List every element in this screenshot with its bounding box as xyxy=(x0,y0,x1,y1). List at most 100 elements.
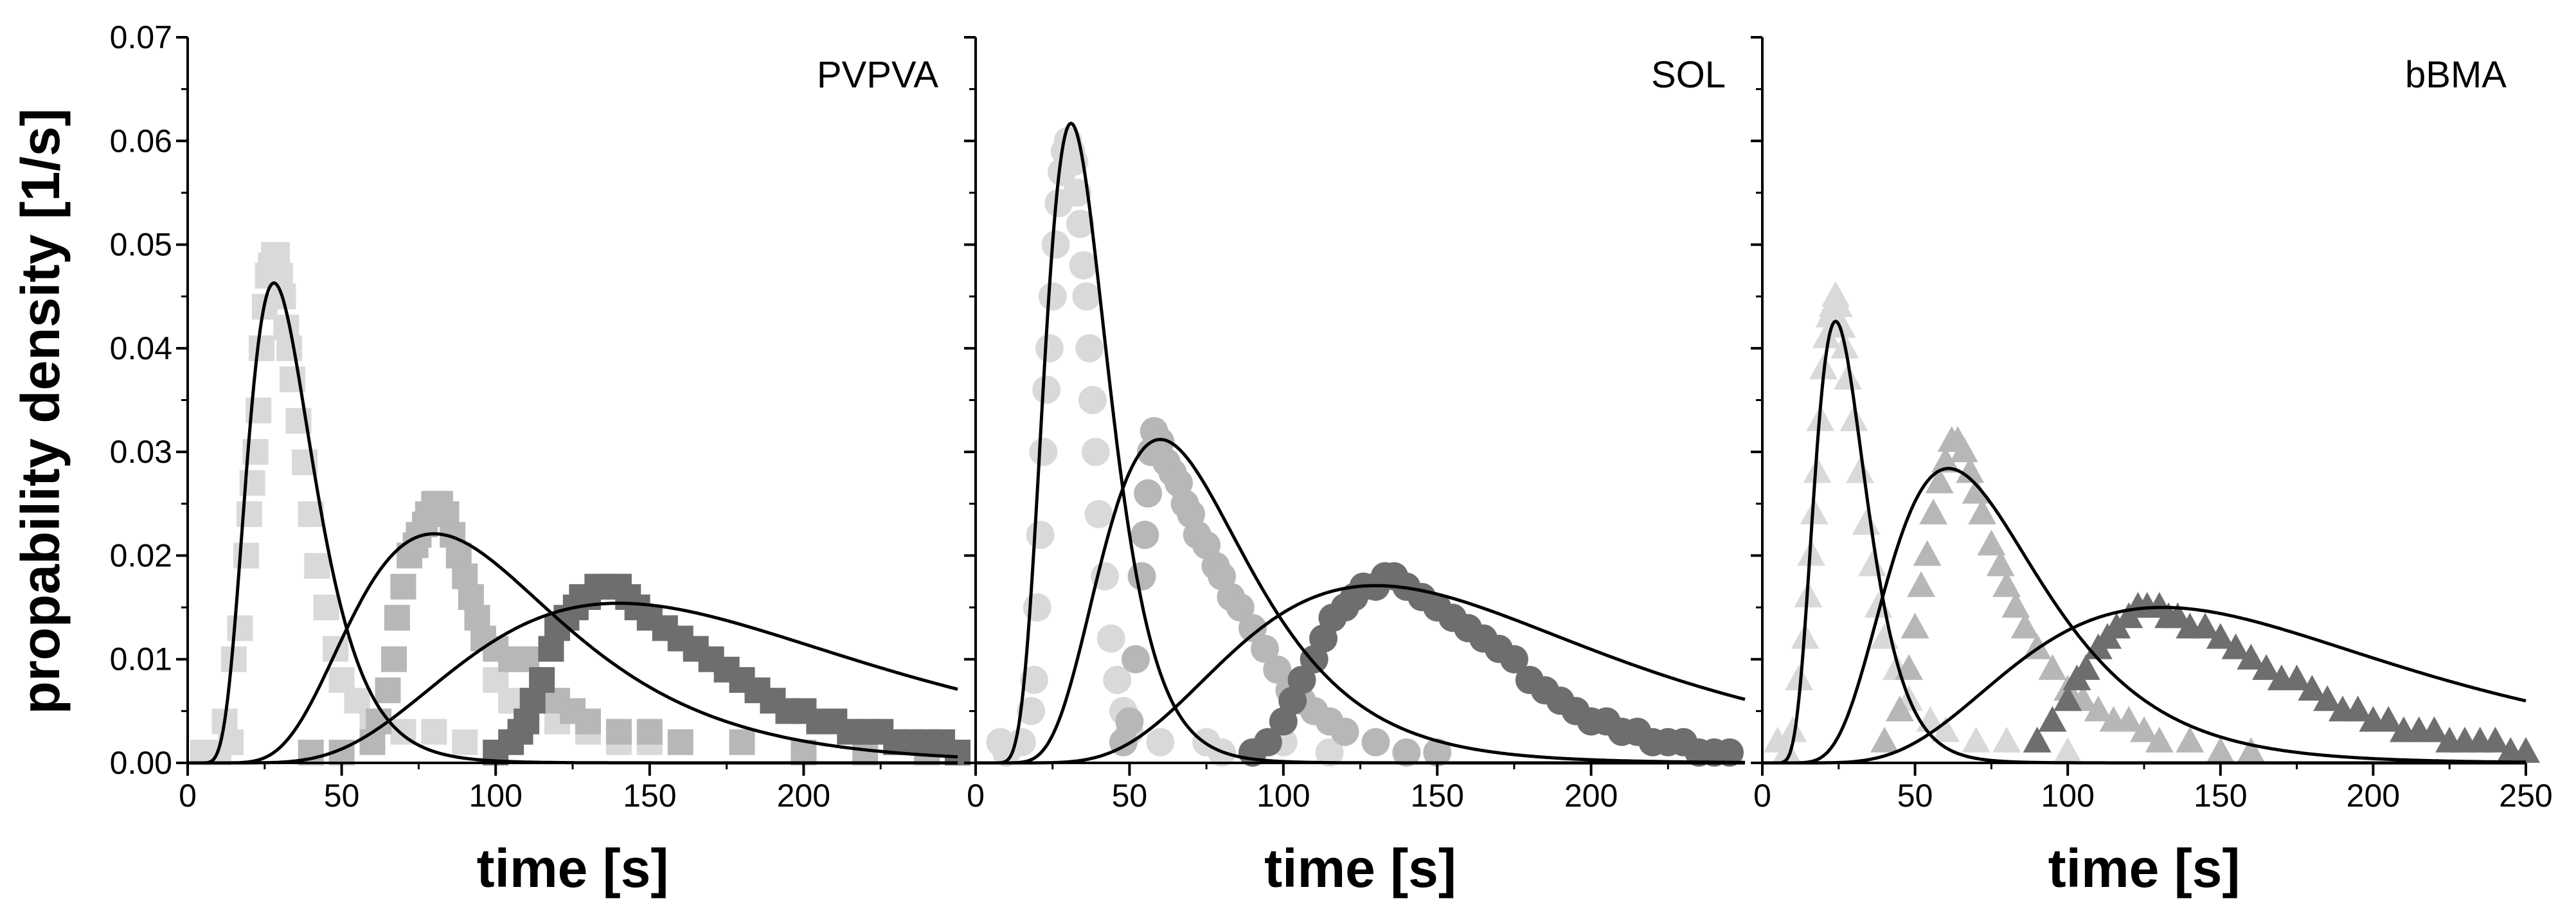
fit-curve-2 xyxy=(976,438,1746,765)
data-point xyxy=(1131,521,1159,550)
x-tick-label: 150 xyxy=(1410,778,1463,814)
x-tick-label: 50 xyxy=(1112,778,1148,814)
data-point xyxy=(1081,438,1110,467)
y-tick-label: 0.04 xyxy=(110,330,172,366)
y-tick-label: 0.03 xyxy=(110,434,172,470)
panel-title: SOL xyxy=(1651,54,1726,96)
y-tick-label: 0.01 xyxy=(110,641,172,677)
data-point xyxy=(2176,726,2205,753)
data-point xyxy=(1962,478,1990,504)
data-point xyxy=(2084,695,2113,722)
data-point xyxy=(1870,726,1899,753)
data-point xyxy=(2481,726,2510,753)
data-point xyxy=(1968,498,1997,524)
data-point xyxy=(2145,726,2174,753)
fit-curve-2 xyxy=(1762,467,2526,765)
data-point xyxy=(1827,312,1856,338)
y-tick-label: 0.00 xyxy=(110,745,172,781)
x-tick-label: 0 xyxy=(967,778,985,814)
data-point xyxy=(1115,707,1144,736)
data-point xyxy=(1858,550,1887,577)
fit-curve-3 xyxy=(1762,605,2527,765)
data-point xyxy=(2038,706,2067,732)
data-point xyxy=(1063,178,1092,207)
data-point xyxy=(2071,654,2100,680)
data-point xyxy=(1330,717,1359,746)
x-tick-label: 200 xyxy=(2347,778,2400,814)
y-tick-label: 0.05 xyxy=(110,227,172,263)
data-point xyxy=(2053,685,2082,711)
data-point xyxy=(1032,375,1061,404)
data-point xyxy=(2191,612,2220,639)
plot-area: 0 50 100 150 200 time [s] PVPVA 0 50 100 150 200 tim… xyxy=(110,19,2553,899)
data-point xyxy=(384,605,410,631)
data-point xyxy=(2206,623,2235,649)
data-point xyxy=(381,646,407,672)
data-point xyxy=(2206,737,2235,763)
data-point xyxy=(2252,654,2281,680)
data-point xyxy=(1919,498,1948,524)
data-point xyxy=(2343,695,2372,722)
data-point xyxy=(1078,386,1107,415)
data-point xyxy=(2023,726,2052,753)
data-point xyxy=(529,666,555,693)
data-point xyxy=(1315,738,1344,767)
data-point xyxy=(313,595,339,621)
fit-curve-1 xyxy=(1762,319,2526,765)
series-3 xyxy=(2023,592,2540,763)
data-point xyxy=(1029,438,1058,467)
data-point xyxy=(2512,737,2540,763)
data-point xyxy=(1931,447,1960,473)
data-point xyxy=(1812,322,1841,348)
x-tick-label: 250 xyxy=(2499,778,2552,814)
x-tick-label: 50 xyxy=(324,778,360,814)
data-point xyxy=(2163,602,2192,629)
data-point xyxy=(1839,405,1868,431)
data-point xyxy=(1072,282,1101,311)
data-point xyxy=(2282,664,2311,690)
data-point xyxy=(1127,562,1156,591)
data-point xyxy=(1931,716,1960,742)
data-point xyxy=(1226,593,1255,622)
x-tick-label: 0 xyxy=(179,778,197,814)
series-3 xyxy=(483,573,970,765)
x-tick-label: 100 xyxy=(1257,778,1310,814)
data-point xyxy=(1251,634,1280,663)
data-point xyxy=(1499,645,1528,674)
data-point xyxy=(2237,737,2266,763)
data-point xyxy=(1035,334,1064,362)
data-point xyxy=(1287,665,1316,694)
data-point xyxy=(1041,230,1070,259)
data-point xyxy=(1075,334,1104,362)
data-point xyxy=(1907,571,1936,597)
fit-curve-3 xyxy=(976,584,1746,765)
data-point xyxy=(1785,664,1814,690)
series-2 xyxy=(298,490,940,765)
data-point xyxy=(2053,737,2082,763)
data-point xyxy=(2221,633,2250,659)
data-point xyxy=(1023,593,1051,622)
data-point xyxy=(1084,499,1113,528)
data-point xyxy=(375,677,401,704)
data-point xyxy=(1773,737,1802,763)
x-tick-label: 200 xyxy=(777,778,830,814)
x-tick-label: 150 xyxy=(2194,778,2247,814)
data-point xyxy=(1019,665,1048,694)
panel-sol: 0 50 100 150 200 time [s] SOL xyxy=(964,36,1746,899)
data-point xyxy=(1038,282,1067,311)
data-point xyxy=(2038,654,2067,680)
data-point xyxy=(1956,457,1985,483)
data-point xyxy=(1977,530,2006,556)
data-point xyxy=(2298,675,2327,701)
data-point xyxy=(1778,716,1807,742)
y-axis-title: propability density [1/s] xyxy=(10,109,71,715)
panel-title: bBMA xyxy=(2405,54,2507,96)
fit-curve-3 xyxy=(188,602,958,765)
x-tick-label: 100 xyxy=(469,778,522,814)
data-point xyxy=(452,729,478,755)
x-tick-label: 50 xyxy=(1897,778,1933,814)
data-point xyxy=(1146,728,1175,756)
data-point xyxy=(2237,643,2266,670)
data-point xyxy=(1026,521,1055,550)
data-point xyxy=(249,335,275,361)
